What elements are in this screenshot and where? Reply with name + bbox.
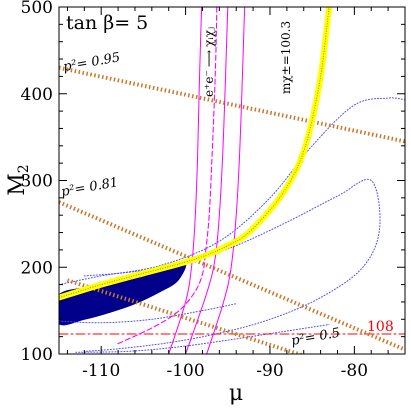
series-p2-0.95 (59, 65, 405, 144)
process-label: e⁺e⁻ ⟶ χᵢχⱼ (202, 27, 216, 97)
svg-text:e⁺e⁻⟶χᵢχⱼ: e⁺e⁻ ⟶ χᵢχⱼ (202, 27, 216, 97)
y-axis-label-subscript: 2 (16, 164, 32, 173)
series-magenta-solid-1 (168, 7, 203, 354)
series-p2-0.5 (66, 278, 306, 354)
p2-0.81-label: p²= 0.81 (60, 175, 119, 200)
axis-ticks: -110 -100 -90 -80 100 200 300 400 500 (21, 0, 405, 381)
y-axis-label: M2 (5, 164, 32, 195)
process-lhs: e⁺e⁻ (202, 70, 216, 97)
series-magenta-solid-3 (206, 7, 246, 354)
series-p2-0.81 (59, 200, 405, 352)
series-blue-dotted-bottom (75, 324, 330, 353)
y-tick-label: 300 (21, 172, 53, 192)
y-tick-label: 400 (21, 85, 53, 105)
process-rhs: χᵢχⱼ (202, 27, 216, 47)
series-magenta-solid-2 (185, 7, 229, 354)
x-tick-label: -80 (341, 361, 368, 381)
x-tick-label: -90 (256, 361, 283, 381)
y-tick-label: 200 (21, 258, 53, 278)
yellow-band-center (59, 7, 330, 298)
line-108-label: 108 (367, 319, 394, 335)
p2-0.95-label: p²= 0.95 (62, 50, 121, 75)
x-axis-label: μ (229, 381, 243, 406)
y-tick-label: 500 (21, 0, 53, 18)
x-tick-label: -100 (166, 361, 204, 381)
tan-beta-label: tan β= 5 (66, 12, 148, 34)
process-arrow: ⟶ (202, 50, 216, 67)
y-axis-label-main: M (5, 173, 30, 196)
series-blue-dotted-inner (59, 303, 237, 324)
data-layer (59, 7, 405, 354)
chargino-mass-label: mχ±=100.3 (279, 21, 293, 94)
x-tick-label: -110 (82, 361, 120, 381)
series-magenta-dashed (117, 7, 218, 345)
y-tick-label: 100 (21, 345, 53, 365)
